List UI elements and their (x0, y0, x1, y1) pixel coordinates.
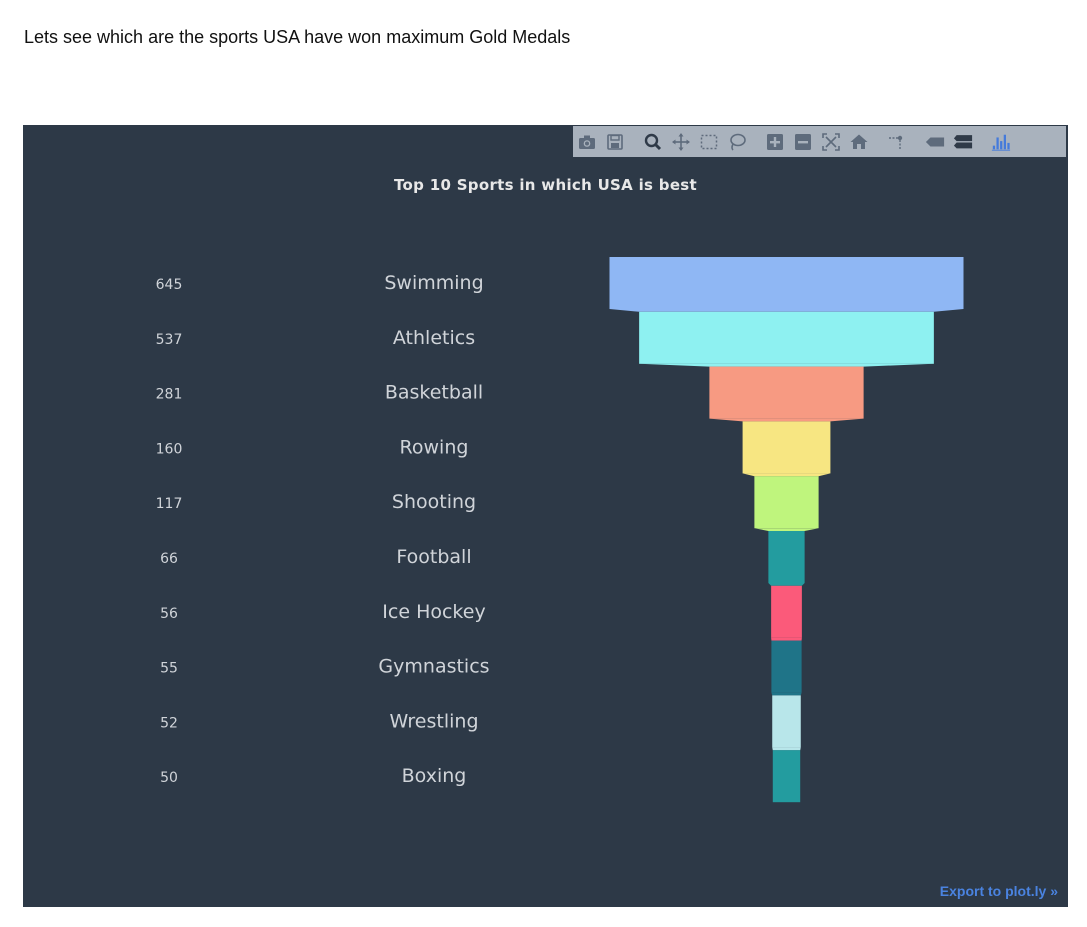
intro-text: Lets see which are the sports USA have w… (24, 27, 571, 47)
category-label: Boxing (402, 765, 467, 787)
save-icon[interactable] (603, 130, 627, 154)
funnel-bar-wrestling[interactable] (772, 695, 801, 748)
category-label: Gymnastics (378, 656, 489, 678)
value-label: 537 (156, 332, 183, 348)
category-label: Rowing (400, 436, 469, 458)
category-label: Football (396, 546, 471, 568)
funnel-connector (771, 692, 802, 696)
value-label: 281 (156, 387, 183, 403)
funnel-bar-boxing[interactable] (772, 750, 801, 803)
camera-icon[interactable] (575, 130, 599, 154)
category-label: Wrestling (389, 710, 478, 732)
zoom-in-icon[interactable] (763, 130, 787, 154)
funnel-bar-swimming[interactable] (609, 257, 964, 309)
chart-title: Top 10 Sports in which USA is best (394, 176, 697, 194)
funnel-bar-ice-hockey[interactable] (771, 585, 802, 638)
box-select-icon[interactable] (697, 130, 721, 154)
value-label: 50 (160, 770, 178, 786)
hover-closest-icon[interactable] (923, 130, 947, 154)
pan-icon[interactable] (669, 130, 693, 154)
value-label: 56 (160, 606, 178, 622)
funnel-connector (742, 473, 831, 477)
funnel-bar-rowing[interactable] (742, 421, 831, 474)
funnel-connector (771, 637, 802, 641)
home-icon[interactable] (847, 130, 871, 154)
funnel-bar-athletics[interactable] (639, 311, 934, 364)
spike-lines-icon[interactable] (885, 130, 909, 154)
funnel-connector (754, 528, 819, 531)
export-link[interactable]: Export to plot.ly » (939, 883, 1058, 899)
plotly-logo-icon[interactable] (989, 130, 1013, 154)
funnel-bar-shooting[interactable] (754, 476, 819, 529)
category-label: Shooting (392, 491, 476, 513)
hover-compare-icon[interactable] (951, 130, 975, 154)
autoscale-icon[interactable] (819, 130, 843, 154)
value-label: 117 (156, 496, 183, 512)
category-label: Athletics (393, 327, 475, 349)
value-label: 66 (160, 551, 178, 567)
value-label: 645 (156, 277, 183, 293)
zoom-out-icon[interactable] (791, 130, 815, 154)
funnel-bar-basketball[interactable] (709, 366, 864, 419)
funnel-connector (772, 747, 801, 751)
funnel-connector (768, 583, 805, 586)
funnel-bar-football[interactable] (768, 531, 805, 583)
value-label: 55 (160, 661, 178, 677)
value-label: 52 (160, 715, 178, 731)
value-label: 160 (156, 441, 183, 457)
funnel-chart: 645 Swimming 537 Athletics 281 Basketball 160 R… (156, 257, 964, 803)
category-label: Ice Hockey (382, 601, 485, 623)
plot-area[interactable]: Top 10 Sports in which USA is best 645 Sw… (23, 125, 1068, 907)
funnel-connector (609, 309, 964, 312)
funnel-connector (709, 418, 864, 422)
zoom-icon[interactable] (641, 130, 665, 154)
lasso-icon[interactable] (725, 130, 749, 154)
funnel-bar-gymnastics[interactable] (771, 640, 802, 693)
modebar (573, 126, 1066, 157)
category-label: Basketball (385, 382, 483, 404)
funnel-connector (639, 363, 934, 367)
category-label: Swimming (384, 272, 483, 294)
